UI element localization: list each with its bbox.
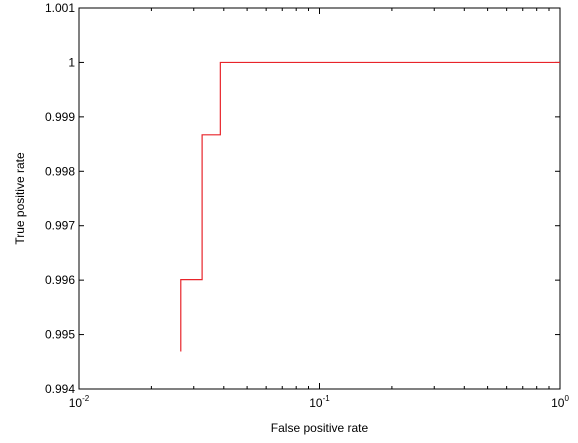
plot-area xyxy=(78,7,561,390)
x-tick-base: 10 xyxy=(69,396,83,410)
x-tick-label: 10-1 xyxy=(309,394,330,410)
x-tick-exponent: 0 xyxy=(564,394,569,403)
x-tick-label: 100 xyxy=(551,394,569,410)
x-tick-exponent: -1 xyxy=(323,394,331,403)
y-tick-label: 0.997 xyxy=(45,219,75,233)
x-tick-base: 10 xyxy=(309,396,323,410)
x-tick-exponent: -2 xyxy=(82,394,90,403)
y-tick-label: 0.994 xyxy=(45,382,75,396)
y-axis-ticks: 0.994 0.995 0.996 0.997 0.998 0.999 1 1.001 xyxy=(45,1,560,396)
y-axis-label: True positive rate xyxy=(13,152,27,245)
y-tick-label: 0.998 xyxy=(45,164,75,178)
y-tick-label: 1.001 xyxy=(45,1,75,15)
y-tick-label: 0.995 xyxy=(45,328,75,342)
x-axis-label: False positive rate xyxy=(271,421,369,435)
roc-curve-line xyxy=(180,61,560,352)
x-tick-base: 10 xyxy=(551,396,565,410)
x-tick-label: 10-2 xyxy=(69,394,90,410)
y-tick-label: 0.996 xyxy=(45,273,75,287)
x-axis-ticks: 10-2 10-1 100 xyxy=(69,8,569,410)
y-tick-label: 1 xyxy=(68,55,75,69)
y-tick-label: 0.999 xyxy=(45,110,75,124)
